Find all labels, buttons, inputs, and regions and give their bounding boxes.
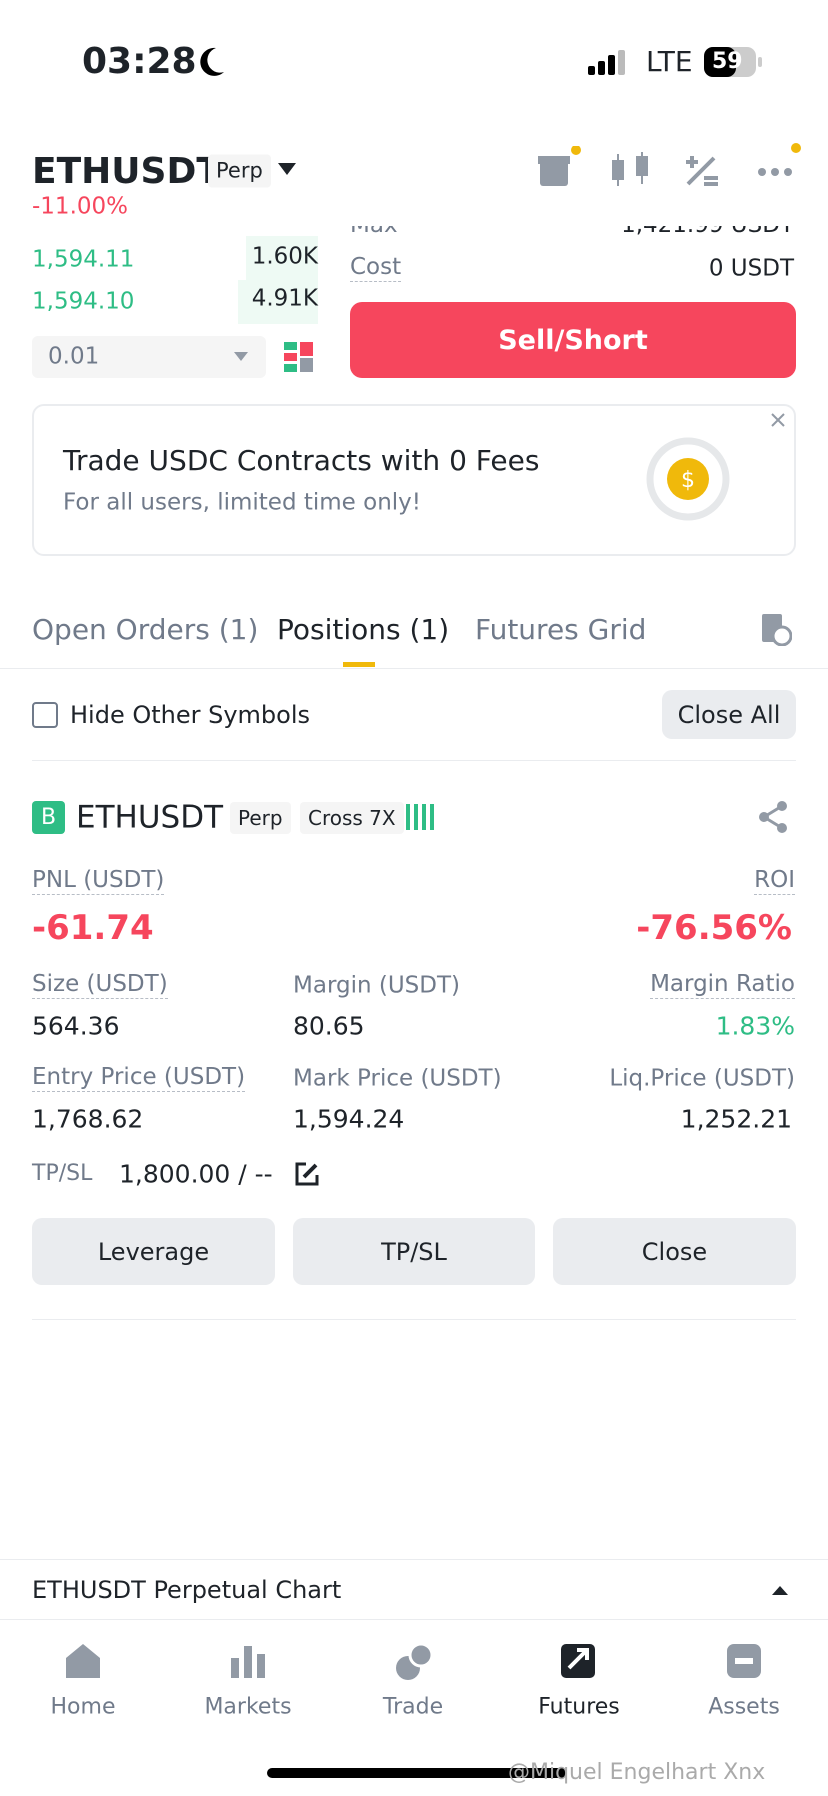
book-layout-icon[interactable] [284, 342, 314, 372]
share-icon[interactable] [758, 800, 790, 834]
tab[interactable]: Futures Grid [475, 613, 647, 646]
markets-icon[interactable] [229, 1642, 267, 1680]
nav-label[interactable]: Assets [708, 1694, 780, 1720]
signal-icon [588, 50, 625, 75]
close-all-button[interactable]: Close All [662, 690, 796, 739]
divider [0, 668, 828, 669]
tab[interactable]: Open Orders (1) [32, 613, 259, 646]
more-icon[interactable] [756, 142, 802, 182]
checkbox[interactable] [32, 702, 58, 728]
roi-value: -76.56% [636, 908, 792, 948]
nav-label-active[interactable]: Futures [538, 1694, 620, 1720]
assets-icon[interactable] [725, 1642, 763, 1680]
tpsl-label: TP/SL [32, 1161, 93, 1186]
max-value: 1,421.99 USDT [621, 226, 794, 237]
tab-indicator [343, 662, 375, 667]
depth-bar [238, 280, 318, 324]
position-symbol: ETHUSDT [76, 799, 224, 836]
cost-value: 0 USDT [708, 255, 794, 282]
banner-close[interactable] [770, 412, 786, 428]
home-indicator [267, 1768, 567, 1778]
svg-text:$: $ [681, 468, 695, 493]
book-amount: 1.60K [251, 243, 318, 270]
tpsl-button[interactable]: TP/SL [293, 1218, 535, 1285]
margin-value: 80.65 [293, 1011, 365, 1041]
futures-icon[interactable] [559, 1640, 599, 1680]
margin-label: Margin (USDT) [293, 972, 461, 999]
chart-bar-label[interactable]: ETHUSDT Perpetual Chart [32, 1576, 342, 1604]
size-value: 564.36 [32, 1011, 120, 1041]
close-button[interactable]: Close [553, 1218, 796, 1285]
nav-label[interactable]: Home [50, 1694, 116, 1720]
liq-value: 1,252.21 [680, 1104, 792, 1134]
divider [32, 760, 796, 761]
trade-icon[interactable] [394, 1642, 434, 1682]
leverage-button[interactable]: Leverage [32, 1218, 275, 1285]
battery-icon [704, 47, 762, 77]
amount-value: 0.01 [48, 343, 100, 370]
calculator-icon[interactable] [684, 154, 722, 188]
history-icon[interactable] [760, 614, 792, 646]
mark-value: 1,594.24 [293, 1104, 405, 1134]
adl-icon [406, 804, 434, 830]
nav-label[interactable]: Trade [382, 1694, 444, 1720]
divider [0, 1619, 828, 1620]
select-arrow [234, 352, 248, 361]
symbol: ETHUSDT [32, 151, 221, 192]
pnl-value: -61.74 [32, 908, 154, 948]
margin-mode-badge: Cross 7X [300, 802, 404, 834]
perp-badge: Perp [208, 154, 271, 188]
time: 03:28 [82, 41, 197, 82]
network: LTE [646, 45, 693, 78]
price-change: -11.00% [32, 193, 128, 220]
entry-value: 1,768.62 [32, 1104, 144, 1134]
side-badge: B [32, 801, 65, 834]
banner-subtitle: For all users, limited time only! [63, 489, 422, 516]
book-price: 1,594.10 [32, 288, 135, 315]
depth-bar [246, 236, 318, 282]
nav-label[interactable]: Markets [204, 1694, 292, 1720]
ratio-value: 1.83% [715, 1011, 795, 1041]
candle-icon[interactable] [608, 152, 656, 188]
expand-arrow[interactable] [772, 1584, 788, 1596]
usdc-icon: $ [646, 437, 730, 521]
banner [32, 404, 796, 556]
perp-badge: Perp [230, 802, 291, 834]
checkbox-label: Hide Other Symbols [70, 701, 311, 729]
roi-label: ROI [754, 867, 795, 895]
entry-label: Entry Price (USDT) [32, 1064, 246, 1092]
moon-icon [200, 47, 224, 76]
book-amount: 4.91K [251, 285, 318, 312]
liq-label: Liq.Price (USDT) [609, 1065, 795, 1092]
gift-icon[interactable] [536, 146, 582, 192]
max-row: Max 1,421.99 USDT [350, 226, 810, 248]
book-price: 1,594.11 [32, 246, 135, 273]
sell-button[interactable]: Sell/Short [350, 302, 796, 378]
tpsl-value: 1,800.00 / -- [119, 1159, 273, 1189]
tab-active[interactable]: Positions (1) [277, 613, 450, 646]
ratio-label: Margin Ratio [650, 971, 795, 999]
size-label: Size (USDT) [32, 971, 168, 999]
divider [32, 1319, 796, 1320]
dropdown-icon[interactable] [278, 163, 296, 177]
cost-label: Cost [350, 254, 402, 282]
watermark: @Miquel Engelhart Xnx [508, 1760, 766, 1785]
mark-label: Mark Price (USDT) [293, 1065, 502, 1092]
max-label: Max [350, 226, 398, 237]
pnl-label: PNL (USDT) [32, 867, 165, 895]
edit-icon[interactable] [294, 1161, 320, 1187]
divider [0, 1559, 828, 1560]
banner-title: Trade USDC Contracts with 0 Fees [63, 444, 540, 477]
amount-select[interactable] [32, 336, 266, 378]
battery-level: 59 [712, 49, 743, 74]
home-icon[interactable] [64, 1642, 102, 1680]
